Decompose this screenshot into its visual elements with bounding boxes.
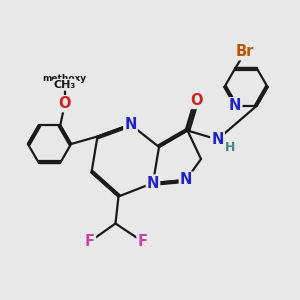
Text: N: N — [147, 176, 159, 190]
Text: H: H — [225, 141, 235, 154]
Text: N: N — [211, 132, 224, 147]
Text: F: F — [137, 234, 148, 249]
Text: O: O — [190, 93, 203, 108]
Text: O: O — [58, 96, 71, 111]
Text: F: F — [85, 234, 95, 249]
Text: Br: Br — [236, 44, 254, 59]
Text: CH₃: CH₃ — [54, 80, 76, 90]
Text: methoxy: methoxy — [43, 74, 87, 83]
Text: N: N — [229, 98, 242, 113]
Text: N: N — [124, 117, 137, 132]
Text: N: N — [180, 172, 192, 188]
